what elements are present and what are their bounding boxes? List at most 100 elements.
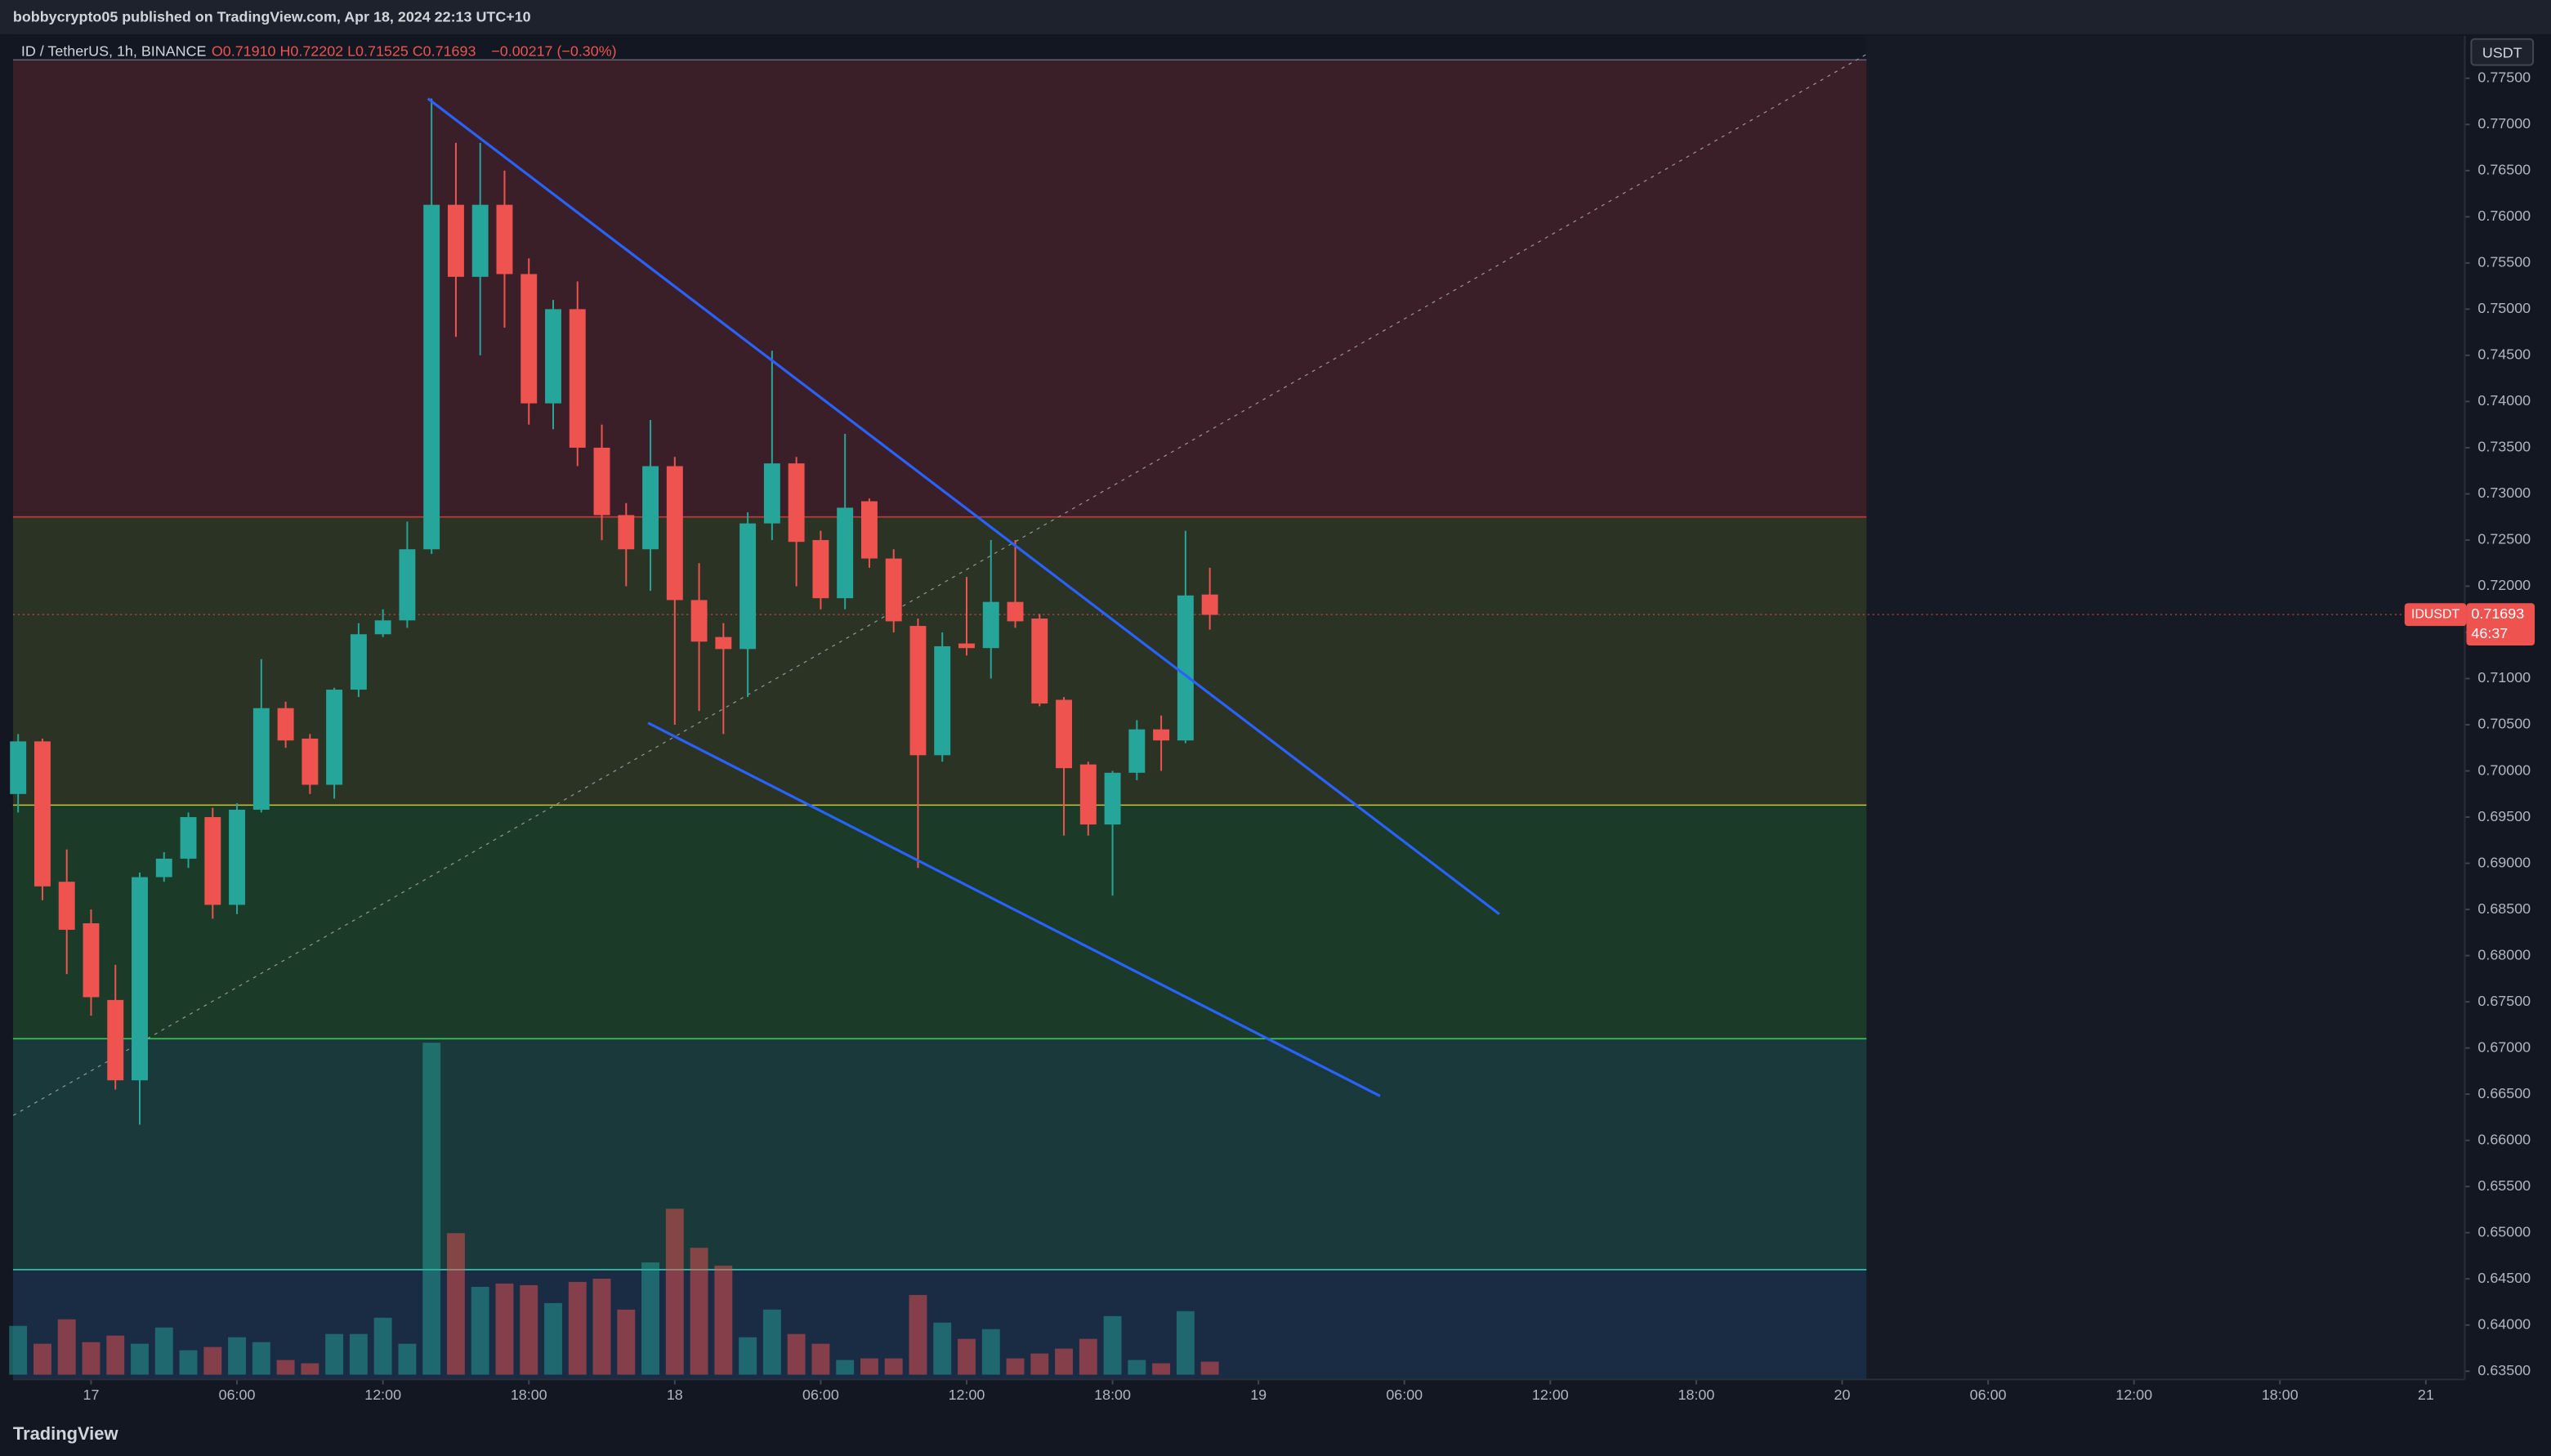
volume-bar <box>909 1294 927 1375</box>
symbol-tag <box>2404 603 2467 627</box>
volume-bar <box>301 1363 319 1375</box>
volume-bar <box>641 1262 660 1375</box>
legend-change: −0.00217 (−0.30%) <box>491 42 616 59</box>
volume-bar <box>958 1338 976 1375</box>
countdown-label: 46:37 <box>2471 625 2508 641</box>
volume-bar <box>714 1266 733 1375</box>
x-tick-label: 12:00 <box>364 1387 401 1403</box>
x-tick-label: 12:00 <box>1532 1387 1569 1403</box>
y-tick-label: 0.67500 <box>2477 993 2531 1009</box>
candle-body <box>788 463 805 543</box>
legend-symbol: ID / TetherUS, 1h, BINANCE <box>21 42 207 59</box>
candle-body <box>423 204 440 550</box>
candle-body <box>618 515 635 550</box>
candle-body <box>1056 699 1073 769</box>
y-tick-label: 0.64500 <box>2477 1270 2531 1286</box>
candle-body <box>1177 595 1194 741</box>
candle-body <box>860 501 878 559</box>
x-tick-label: 18:00 <box>2262 1387 2299 1403</box>
volume-bar <box>592 1278 611 1375</box>
header-text: bobbycrypto05 published on TradingView.c… <box>13 9 531 25</box>
x-tick-label: 18:00 <box>1678 1387 1715 1403</box>
candle-body <box>374 620 391 635</box>
candle-body <box>155 858 172 878</box>
x-tick-label: 18:00 <box>1094 1387 1131 1403</box>
candle-body <box>1153 729 1170 741</box>
y-tick-label: 0.68500 <box>2477 900 2531 917</box>
y-tick-label: 0.66500 <box>2477 1085 2531 1101</box>
y-tick-label: 0.64000 <box>2477 1315 2531 1332</box>
trendline <box>647 721 1381 1097</box>
volume-bar <box>762 1309 781 1375</box>
volume-bar <box>568 1281 587 1375</box>
volume-bar <box>811 1343 830 1375</box>
y-tick-label: 0.67000 <box>2477 1038 2531 1055</box>
candle-body <box>520 274 538 404</box>
volume-bar <box>9 1325 28 1375</box>
volume-bar <box>154 1327 173 1375</box>
volume-bar <box>471 1286 489 1375</box>
y-tick-label: 0.72500 <box>2477 531 2531 547</box>
volume-bar <box>665 1208 684 1375</box>
candle-body <box>34 741 51 887</box>
y-tick-label: 0.65500 <box>2477 1177 2531 1194</box>
volume-bar <box>276 1360 295 1375</box>
candle-body <box>666 466 683 601</box>
candle-body <box>58 882 75 930</box>
candle-body <box>545 309 561 404</box>
x-tick-label: 12:00 <box>2115 1387 2152 1403</box>
y-tick-label: 0.76000 <box>2477 208 2531 224</box>
volume-bar <box>422 1043 441 1375</box>
candle-body <box>958 643 975 649</box>
y-tick-label: 0.74000 <box>2477 392 2531 409</box>
candle-body <box>252 708 270 811</box>
volume-bar <box>82 1342 101 1375</box>
x-tick-label: 18:00 <box>511 1387 547 1403</box>
candle-body <box>447 204 464 277</box>
candle-body <box>1201 594 1218 615</box>
zone <box>12 60 1867 517</box>
candle-body <box>763 463 780 524</box>
candle-body <box>885 558 902 622</box>
y-tick-label: 0.66000 <box>2477 1131 2531 1147</box>
header-bar <box>0 0 2551 34</box>
candle-body <box>83 923 100 998</box>
x-tick-label: 06:00 <box>1386 1387 1423 1403</box>
candle-body <box>593 447 610 516</box>
footer-bar <box>0 1415 2551 1456</box>
candle-body <box>569 309 586 448</box>
y-tick-label: 0.75500 <box>2477 254 2531 270</box>
volume-bar <box>228 1337 247 1375</box>
volume-bar <box>884 1358 903 1375</box>
volume-bar <box>1176 1311 1195 1375</box>
x-tick-label: 06:00 <box>1970 1387 2007 1403</box>
volume-bar <box>33 1343 51 1375</box>
volume-bar <box>203 1347 222 1375</box>
candle-body <box>1079 764 1097 825</box>
y-tick-label: 0.74500 <box>2477 346 2531 363</box>
volume-bar <box>179 1350 198 1375</box>
candle-body <box>107 999 124 1081</box>
symbol-tag-label: IDUSDT <box>2411 607 2459 621</box>
diagonal-line <box>12 53 1867 1116</box>
volume-bar <box>1128 1360 1146 1375</box>
volume-bar <box>520 1284 538 1375</box>
x-tick-label: 06:00 <box>802 1387 839 1403</box>
candle-body <box>326 690 343 785</box>
candle-body <box>715 636 732 650</box>
zone <box>12 1038 1867 1270</box>
x-tick-label: 20 <box>1834 1387 1851 1403</box>
y-tick-label: 0.69500 <box>2477 808 2531 824</box>
candle-body <box>399 549 416 621</box>
candle-body <box>934 645 951 756</box>
candle-body <box>1007 601 1024 622</box>
volume-bar <box>57 1319 76 1375</box>
candle-body <box>1104 772 1121 825</box>
volume-bar <box>739 1337 757 1375</box>
y-tick-label: 0.68000 <box>2477 946 2531 962</box>
y-tick-label: 0.63500 <box>2477 1362 2531 1378</box>
x-tick-label: 19 <box>1250 1387 1267 1403</box>
currency-box <box>2470 38 2535 66</box>
y-tick-label: 0.71000 <box>2477 669 2531 686</box>
